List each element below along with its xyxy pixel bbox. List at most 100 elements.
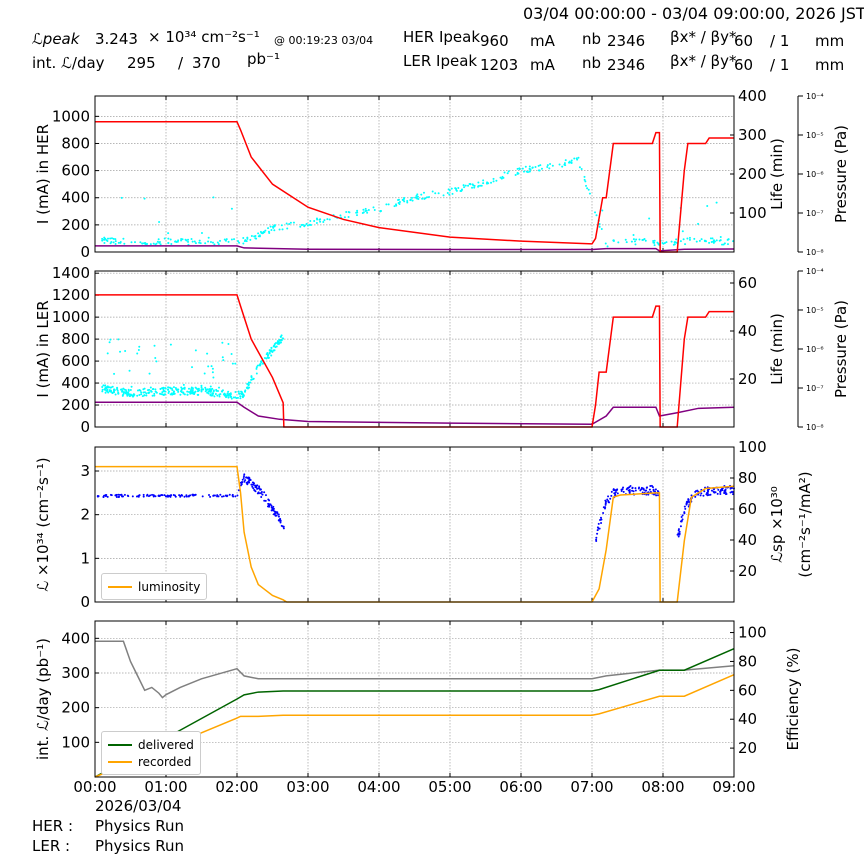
lifetime-point: [632, 234, 635, 237]
lifetime-point: [226, 394, 229, 397]
ler-beta-unit: mm: [815, 56, 845, 74]
lifetime-point: [187, 240, 190, 243]
lpeak-unit: × 10³⁴ cm⁻²s⁻¹: [148, 28, 260, 46]
lifetime-point: [657, 243, 660, 246]
specific-lumi-point: [137, 495, 140, 498]
specific-lumi-point: [729, 491, 732, 494]
y-right-tick-label: 60: [738, 681, 757, 699]
lifetime-point: [210, 389, 213, 392]
lifetime-point: [281, 228, 284, 231]
lifetime-point: [218, 395, 221, 398]
specific-lumi-point: [260, 495, 263, 498]
specific-lumi-point: [268, 505, 271, 508]
lifetime-point: [492, 180, 495, 183]
specific-lumi-point: [255, 484, 258, 487]
lifetime-point: [240, 393, 243, 396]
lifetime-point: [189, 391, 192, 394]
lifetime-point: [252, 377, 255, 380]
lifetime-point: [315, 222, 318, 225]
y-tick-label: 200: [61, 699, 90, 717]
specific-lumi-point: [154, 495, 157, 498]
specific-lumi-point: [703, 490, 706, 493]
lifetime-point: [140, 391, 143, 394]
lifetime-point: [174, 387, 177, 390]
lifetime-point: [727, 238, 730, 241]
lifetime-point: [411, 199, 414, 202]
specific-lumi-point: [114, 494, 117, 497]
lifetime-point: [588, 192, 591, 195]
specific-lumi-point: [723, 489, 726, 492]
lifetime-point: [120, 196, 123, 199]
lifetime-point: [469, 183, 472, 186]
specific-lumi-point: [648, 488, 651, 491]
y-tick-label: 600: [61, 352, 90, 370]
lifetime-point: [268, 232, 271, 235]
specific-lumi-point: [193, 494, 196, 497]
specific-lumi-point: [189, 494, 192, 497]
lifetime-point: [379, 210, 382, 213]
intl-label: int. ℒ/day: [32, 54, 105, 72]
lifetime-point: [204, 388, 207, 391]
lifetime-point: [356, 211, 359, 214]
specific-lumi-point: [117, 493, 120, 496]
lifetime-point: [194, 386, 197, 389]
specific-lumi-point: [151, 493, 154, 496]
lifetime-point: [471, 183, 474, 186]
lifetime-point: [721, 243, 724, 246]
pressure-tick-label: 10⁻⁵: [806, 131, 824, 140]
specific-lumi-point: [106, 495, 109, 498]
lifetime-point: [144, 243, 147, 246]
lifetime-point: [244, 389, 247, 392]
lifetime-point: [187, 387, 190, 390]
lifetime-point: [161, 391, 164, 394]
specific-lumi-point: [724, 491, 727, 494]
specific-lumi-point: [252, 483, 255, 486]
lifetime-point: [212, 196, 215, 199]
x-tick-label: 09:00: [712, 778, 755, 796]
lifetime-point: [167, 390, 170, 393]
specific-lumi-point: [178, 494, 181, 497]
specific-lumi-point: [264, 499, 267, 502]
pressure-tick-label: 10⁻⁶: [806, 170, 824, 179]
lifetime-point: [153, 344, 156, 347]
lifetime-point: [480, 184, 483, 187]
lifetime-point: [206, 388, 209, 391]
lifetime-point: [109, 237, 112, 240]
lifetime-point: [180, 389, 183, 392]
lifetime-point: [211, 371, 214, 374]
ler-beta-y: / 1: [770, 56, 790, 74]
lifetime-point: [280, 224, 283, 227]
lifetime-point: [273, 224, 276, 227]
lifetime-point: [155, 360, 158, 363]
specific-lumi-point: [123, 493, 126, 496]
lifetime-point: [233, 238, 236, 241]
lifetime-point: [169, 387, 172, 390]
lifetime-point: [715, 201, 718, 204]
y-right-tick-label: 20: [738, 370, 757, 388]
specific-lumi-point: [622, 490, 625, 493]
lifetime-point: [174, 240, 177, 243]
lifetime-point: [101, 239, 104, 242]
lifetime-point: [521, 167, 524, 170]
her-ipeak-value: 960: [480, 32, 509, 50]
specific-lumi-point: [142, 495, 145, 498]
specific-lumi-point: [259, 488, 262, 491]
lifetime-point: [537, 164, 540, 167]
luminosity-legend-label: luminosity: [138, 579, 201, 594]
specific-lumi-point: [602, 512, 605, 515]
specific-lumi-point: [97, 495, 100, 498]
specific-lumi-point: [213, 494, 216, 497]
lifetime-point: [183, 393, 186, 396]
lifetime-point: [103, 241, 106, 244]
lpeak-value: 3.243: [95, 30, 138, 48]
lifetime-point: [712, 239, 715, 242]
lifetime-point: [158, 221, 161, 224]
specific-lumi-point: [209, 495, 212, 498]
lifetime-point: [236, 396, 239, 399]
lifetime-point: [406, 199, 409, 202]
y-tick-label: 1000: [52, 308, 90, 326]
lifetime-point: [410, 196, 413, 199]
specific-lumi-point: [655, 494, 658, 497]
lifetime-point: [250, 378, 253, 381]
lifetime-point: [204, 242, 207, 245]
